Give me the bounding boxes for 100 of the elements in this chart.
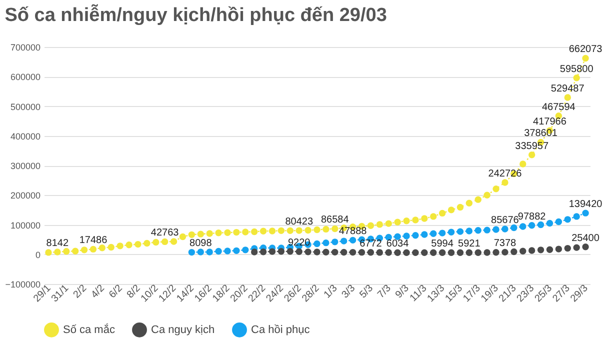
point — [502, 226, 508, 232]
y-tick-label: −100000 — [5, 280, 40, 290]
point — [456, 249, 464, 256]
point — [403, 249, 410, 256]
point — [314, 248, 320, 256]
point — [582, 244, 589, 250]
point — [349, 248, 356, 256]
point — [456, 228, 464, 235]
point — [520, 248, 526, 254]
point — [546, 246, 554, 253]
y-tick-label: 600000 — [10, 72, 40, 82]
point — [492, 226, 500, 233]
y-tick-label: 700000 — [10, 42, 40, 52]
point — [438, 249, 446, 256]
data-label: 139420 — [568, 199, 603, 210]
data-label: 467594 — [542, 102, 576, 113]
point — [555, 246, 562, 252]
point — [304, 248, 312, 256]
data-label: 42763 — [150, 228, 180, 239]
point — [332, 248, 338, 256]
point — [564, 244, 571, 252]
y-tick-label: 0 — [35, 250, 40, 260]
point — [268, 248, 276, 255]
point — [555, 218, 562, 226]
x-tick-label: 31/1 — [50, 282, 72, 305]
legend-label: Số ca mắc — [63, 322, 116, 336]
point — [466, 249, 473, 256]
point — [358, 248, 366, 256]
x-tick-label: 9/3 — [394, 282, 412, 301]
data-label: 529487 — [550, 84, 585, 95]
point — [484, 226, 490, 234]
point — [421, 249, 428, 256]
point — [367, 249, 374, 256]
point — [474, 249, 482, 256]
data-label: 378601 — [524, 128, 558, 140]
point — [492, 249, 500, 256]
point — [340, 238, 348, 244]
point — [582, 210, 589, 216]
y-tick-label: 100000 — [10, 220, 40, 230]
data-label: 17486 — [79, 235, 108, 246]
x-tick-label: 6/2 — [107, 282, 126, 301]
y-tick-label: 400000 — [10, 131, 40, 142]
x-tick-label: 3/3 — [340, 282, 358, 301]
point — [385, 249, 392, 256]
point — [573, 213, 580, 220]
point — [430, 230, 437, 237]
data-label: 595800 — [560, 64, 594, 75]
point — [403, 232, 410, 240]
point — [510, 248, 518, 256]
x-tick-label: 7/3 — [376, 282, 394, 301]
point — [528, 247, 536, 254]
data-label: 85676 — [491, 214, 520, 226]
x-tick-label: 2/2 — [71, 282, 90, 301]
point — [564, 216, 571, 223]
data-label: 7378 — [494, 238, 517, 250]
point — [421, 231, 428, 238]
point — [332, 238, 338, 246]
point — [474, 227, 482, 234]
point — [242, 246, 249, 254]
point — [296, 248, 302, 255]
point — [510, 224, 518, 232]
point — [322, 248, 330, 256]
y-tick-label: 500000 — [10, 102, 40, 112]
point — [233, 247, 240, 254]
point — [528, 222, 536, 229]
point — [215, 248, 222, 255]
chart-title: Số ca nhiễm/nguy kịch/hồi phục đến 29/03 — [4, 4, 387, 26]
data-label: 6034 — [386, 238, 410, 250]
legend-label: Ca nguy kịch — [151, 324, 215, 336]
point — [376, 249, 384, 256]
data-label: 5994 — [431, 238, 454, 250]
point — [438, 230, 446, 236]
point — [546, 220, 554, 227]
point — [412, 232, 419, 239]
point — [448, 228, 455, 236]
x-tick-label: 4/2 — [89, 282, 108, 301]
data-label: 97882 — [518, 211, 546, 222]
point — [537, 246, 544, 254]
point — [537, 221, 544, 228]
point — [349, 236, 356, 244]
point — [430, 249, 437, 256]
point — [260, 248, 267, 256]
x-tick-label: 1/3 — [322, 282, 340, 301]
legend-label: Ca hồi phục — [251, 324, 310, 336]
point — [250, 248, 258, 256]
point — [322, 239, 330, 246]
point — [278, 248, 285, 255]
point — [394, 249, 401, 256]
point — [188, 248, 196, 256]
x-tick-label: 5/3 — [358, 282, 376, 301]
data-label: 417966 — [533, 116, 567, 128]
point — [286, 248, 294, 255]
point — [314, 240, 320, 248]
data-label: 86584 — [320, 214, 350, 226]
point — [340, 248, 348, 256]
data-label: 335957 — [515, 140, 549, 152]
data-label: 5921 — [458, 238, 481, 250]
point — [466, 228, 473, 234]
data-label: 8142 — [46, 238, 69, 249]
y-tick-label: 200000 — [10, 190, 40, 201]
